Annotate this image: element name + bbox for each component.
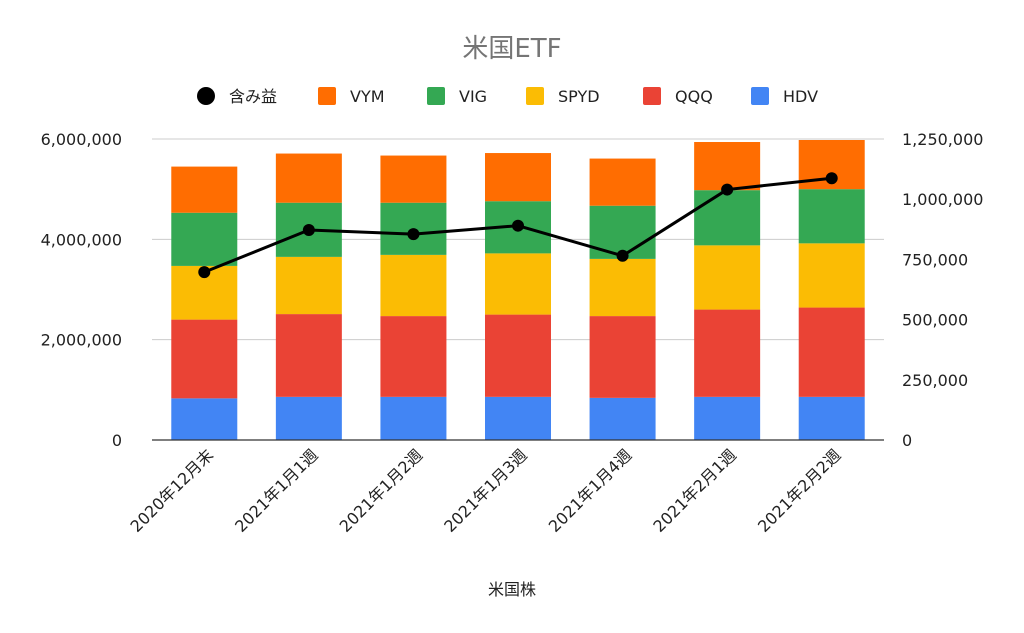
bar-vig xyxy=(171,212,238,266)
legend-item: 含み益 xyxy=(197,87,277,106)
legend-item: QQQ xyxy=(643,87,713,106)
bar-hdv xyxy=(589,397,656,440)
bar-spyd xyxy=(275,256,342,315)
right-tick-label: 0 xyxy=(902,431,912,450)
left-tick-label: 4,000,000 xyxy=(41,230,122,249)
right-tick-label: 1,250,000 xyxy=(902,130,983,149)
bar-hdv xyxy=(485,396,551,440)
bar-spyd xyxy=(798,243,865,308)
bar-vym xyxy=(275,153,342,203)
right-tick-label: 1,000,000 xyxy=(902,190,983,209)
legend-label: QQQ xyxy=(675,87,713,106)
bar-qqq xyxy=(171,319,238,399)
bar-spyd xyxy=(694,245,761,310)
bar-vig xyxy=(798,189,865,244)
line-point xyxy=(616,249,629,262)
right-tick-label: 500,000 xyxy=(902,311,968,330)
bar-spyd xyxy=(380,254,447,317)
x-tick-label: 2021年2月2週 xyxy=(754,445,845,536)
left-tick-label: 2,000,000 xyxy=(41,331,122,350)
bar-spyd xyxy=(485,253,551,315)
legend-item: VIG xyxy=(427,87,487,106)
legend-marker xyxy=(427,87,445,105)
legend-marker xyxy=(526,87,544,105)
legend-label: HDV xyxy=(783,87,818,106)
bar-vym xyxy=(380,155,447,203)
line-point xyxy=(302,224,315,237)
legend-marker xyxy=(197,87,215,105)
line-series xyxy=(198,172,838,279)
legend-label: 含み益 xyxy=(229,87,277,106)
line-point xyxy=(825,172,838,185)
legend-label: SPYD xyxy=(558,87,600,106)
line-point xyxy=(198,266,211,279)
legend-marker xyxy=(318,87,336,105)
bar-qqq xyxy=(694,309,761,397)
bar-vym xyxy=(694,142,761,191)
x-tick-label: 2021年1月1週 xyxy=(231,445,322,536)
legend: 含み益 VYM VIG SPYD QQQ HDV xyxy=(197,87,818,106)
bar-vig xyxy=(694,190,761,246)
legend-marker xyxy=(643,87,661,105)
bars xyxy=(171,140,865,440)
bar-qqq xyxy=(485,314,551,397)
legend-label: VYM xyxy=(350,87,385,106)
left-axis-ticks: 0 2,000,000 4,000,000 6,000,000 xyxy=(41,130,122,450)
bar-vym xyxy=(589,158,656,206)
bar-qqq xyxy=(589,316,656,398)
x-tick-label: 2021年1月2週 xyxy=(336,445,427,536)
bar-hdv xyxy=(798,396,865,440)
legend-item: HDV xyxy=(751,87,818,106)
legend-label: VIG xyxy=(459,87,487,106)
bar-hdv xyxy=(380,396,447,440)
bar-qqq xyxy=(798,307,865,397)
bar-qqq xyxy=(380,316,447,397)
bar-hdv xyxy=(694,396,761,440)
legend-item: VYM xyxy=(318,87,385,106)
legend-marker xyxy=(751,87,769,105)
line-point xyxy=(512,219,524,232)
bar-hdv xyxy=(275,396,342,440)
x-tick-label: 2020年12月末 xyxy=(127,445,218,536)
right-tick-label: 750,000 xyxy=(902,250,968,269)
bar-qqq xyxy=(275,314,342,397)
chart-title: 米国ETF xyxy=(462,34,561,64)
bar-vym xyxy=(171,166,238,213)
line-point xyxy=(721,183,734,196)
x-axis-ticks: 2020年12月末 2021年1月1週 2021年1月2週 2021年1月3週 2021… xyxy=(127,445,845,536)
x-axis-label: 米国株 xyxy=(488,580,536,599)
bar-vym xyxy=(485,153,551,202)
right-axis-ticks: 0 250,000 500,000 750,000 1,000,000 1,250,000 xyxy=(902,130,983,450)
bar-hdv xyxy=(171,398,238,440)
right-tick-label: 250,000 xyxy=(902,371,968,390)
line-point xyxy=(407,228,420,241)
bar-spyd xyxy=(589,258,656,317)
left-tick-label: 0 xyxy=(112,431,122,450)
legend-item: SPYD xyxy=(526,87,600,106)
left-tick-label: 6,000,000 xyxy=(41,130,122,149)
x-tick-label: 2021年1月3週 xyxy=(440,445,531,536)
x-tick-label: 2021年1月4週 xyxy=(545,445,636,536)
x-tick-label: 2021年2月1週 xyxy=(649,445,740,536)
